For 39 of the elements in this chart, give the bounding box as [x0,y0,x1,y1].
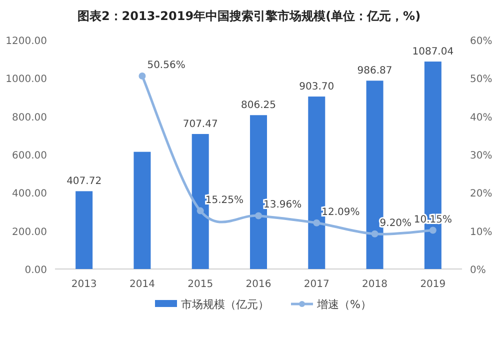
y-tick-label: 400.00 [12,188,47,200]
y-tick-label: 800.00 [12,112,47,124]
y-tick-label: 200.00 [12,226,47,238]
point [255,212,262,220]
y-tick-label: 0.00 [24,265,47,276]
x-tick-label: 2015 [188,279,214,290]
y-tick-label: 1000.00 [6,74,47,86]
legend-label: 市场规模（亿元） [181,298,269,311]
point [371,230,378,238]
y2-tick-label: 20% [470,188,492,200]
y2-tick-label: 50% [470,74,492,86]
point [313,219,320,226]
y2-tick-label: 60% [470,36,492,47]
data-label: 806.25 [241,100,276,112]
data-label: 903.70 [299,82,334,93]
x-tick-label: 2018 [362,279,388,290]
y-tick-label: 1200.00 [6,36,47,47]
x-tick-label: 2016 [246,279,272,290]
bar [134,152,151,269]
y2-tick-label: 30% [470,150,492,162]
y-tick-label: 600.00 [12,150,47,162]
chart-title: 图表2：2013-2019年中国搜索引擎市场规模(单位：亿元，%) [77,9,421,23]
point [429,226,436,234]
data-label: 707.47 [182,118,218,130]
y2-tick-label: 40% [470,112,492,124]
point [138,72,146,80]
x-tick-label: 2013 [71,279,97,290]
legend-label: 增速（%） [316,298,372,311]
data-label: 407.72 [66,176,102,188]
bar [76,191,93,269]
y2-tick-label: 0% [470,265,486,276]
x-tick-label: 2014 [129,279,155,290]
point [196,207,204,214]
y2-tick-label: 10% [470,226,492,238]
data-label: 50.56% [147,60,186,72]
x-tick-label: 2017 [304,279,330,290]
data-label: 1087.04 [412,46,454,58]
data-label: 986.87 [357,66,392,77]
x-tick-label: 2019 [420,279,446,290]
